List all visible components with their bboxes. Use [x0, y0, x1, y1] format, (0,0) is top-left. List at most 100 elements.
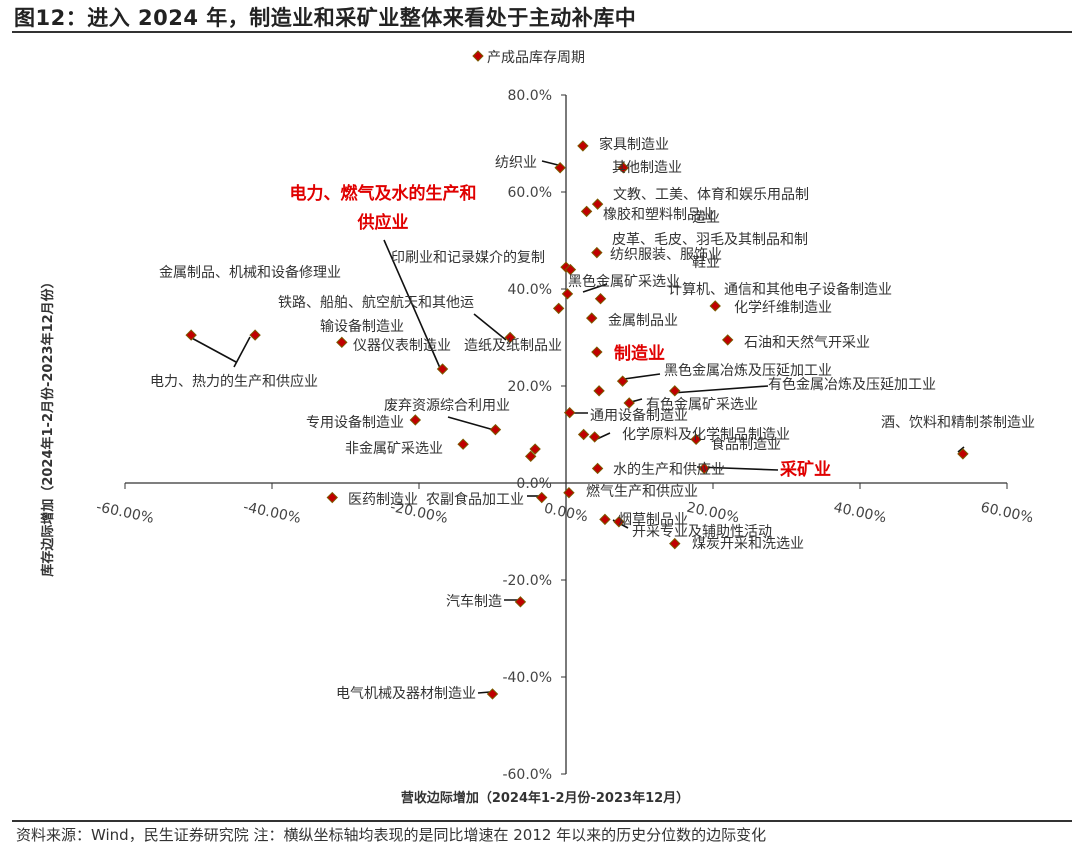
- leader-line: [623, 373, 661, 380]
- point-label: 有色金属冶炼及压延加工业: [768, 376, 936, 393]
- data-point: [698, 462, 710, 475]
- data-point: [554, 162, 566, 174]
- data-point: [669, 385, 681, 397]
- point-label: 黑色金属矿采选业: [568, 273, 680, 290]
- leader-line: [233, 336, 251, 368]
- point-label: 酒、饮料和精制茶制造业: [881, 415, 1035, 431]
- data-point: [185, 329, 197, 341]
- point-label: 金属制品业: [608, 313, 678, 329]
- data-point: [326, 491, 338, 504]
- point-label: 输设备制造业: [320, 318, 404, 335]
- point-label: 煤炭开采和洗选业: [692, 536, 804, 552]
- data-point: [623, 397, 635, 409]
- point-label: 计算机、通信和其他电子设备制造业: [668, 281, 892, 298]
- data-point: [616, 375, 629, 387]
- legend-marker: [472, 50, 484, 62]
- leader-line: [696, 466, 779, 471]
- leader-line: [671, 385, 769, 394]
- leader-line: [957, 446, 965, 453]
- y-tick-label: 40.0%: [508, 282, 552, 298]
- point-label: 橡胶和塑料制品业: [603, 206, 715, 223]
- point-label: 制造业: [614, 343, 665, 364]
- data-point: [563, 486, 575, 499]
- y-tick-label: 80.0%: [508, 88, 552, 104]
- point-label: 仪器仪表制造业: [353, 338, 451, 354]
- x-tick-label: -60.00%: [95, 499, 155, 527]
- leader-line: [582, 283, 608, 293]
- data-point: [436, 363, 449, 375]
- point-label: 石油和天然气开采业: [744, 334, 870, 351]
- point-label: 造业: [692, 210, 720, 226]
- data-point: [529, 443, 541, 455]
- data-point: [563, 406, 576, 419]
- point-label: 电力、燃气及水的生产和: [290, 183, 477, 204]
- data-point: [617, 162, 630, 174]
- y-tick-label: -40.0%: [502, 670, 552, 686]
- y-tick-label: 0.0%: [516, 476, 552, 492]
- y-tick-label: -20.0%: [502, 573, 552, 589]
- data-point: [561, 288, 574, 300]
- scatter-chart: -60.00% -40.00% -20.00% 0.00% 20.00% 40.00% 60…: [40, 50, 1035, 806]
- point-label: 开采专业及辅助性活动: [632, 524, 772, 540]
- data-point: [586, 312, 598, 324]
- leader-line: [541, 160, 559, 166]
- point-label: 采矿业: [779, 459, 831, 480]
- point-label: 食品制造业: [711, 436, 781, 453]
- point-label: 有色金属矿采选业: [646, 396, 758, 413]
- point-label: 黑色金属冶炼及压延加工业: [664, 362, 832, 379]
- x-tick-label: -40.00%: [242, 499, 302, 527]
- point-label: 化学原料及化学制品制造业: [622, 427, 790, 443]
- point-label: 印刷业和记录媒介的复制: [391, 249, 545, 266]
- data-point: [613, 516, 625, 528]
- point-label: 鞋业: [692, 255, 720, 271]
- title-divider: [12, 31, 1072, 33]
- data-point: [552, 302, 565, 315]
- x-tick-label: 40.00%: [832, 500, 888, 527]
- data-point: [669, 537, 681, 550]
- point-label: 烟草制品业: [618, 512, 688, 528]
- point-label: 纺织服装、服饰业: [610, 247, 722, 263]
- data-point: [457, 438, 469, 450]
- point-label: 纺织业: [495, 155, 537, 171]
- y-axis-title: 库存边际增加（2024年1-2月份-2023年12月份）: [40, 275, 56, 576]
- point-label: 家具制造业: [599, 136, 669, 153]
- data-point: [599, 513, 611, 526]
- leader-line: [187, 335, 237, 363]
- data-point: [577, 140, 589, 152]
- data-point: [486, 688, 499, 700]
- y-tick-label: 20.0%: [508, 379, 552, 395]
- leader-line: [383, 239, 441, 369]
- data-point: [593, 385, 605, 397]
- point-label: 电气机械及器材制造业: [336, 686, 476, 702]
- data-point: [591, 462, 604, 475]
- data-point: [249, 329, 261, 341]
- footer-divider: [12, 820, 1072, 822]
- leader-line: [477, 691, 491, 694]
- data-point: [336, 336, 348, 349]
- data-point: [690, 433, 702, 446]
- source-note: 资料来源：Wind，民生证券研究院 注：横纵坐标轴均表现的是同比增速在 2012…: [16, 826, 767, 844]
- chart-legend: 产成品库存周期: [472, 50, 585, 66]
- data-point: [504, 331, 516, 344]
- leader-line: [473, 313, 507, 341]
- point-label: 燃气生产和供应业: [586, 483, 698, 500]
- point-label: 其他制造业: [612, 160, 682, 176]
- data-point: [709, 300, 721, 312]
- point-label: 非金属矿采选业: [345, 441, 443, 457]
- point-label: 农副食品加工业: [426, 491, 524, 508]
- point-label: 化学纤维制造业: [734, 300, 832, 316]
- point-label: 造纸及纸制品业: [464, 338, 562, 354]
- leader-line: [447, 416, 495, 431]
- point-label: 金属制品、机械和设备修理业: [159, 264, 341, 281]
- data-point: [591, 246, 603, 259]
- point-label: 文教、工美、体育和娱乐用品制: [613, 187, 809, 203]
- page-title: 图12：进入 2024 年，制造业和采矿业整体来看处于主动补库中: [14, 6, 637, 30]
- point-label: 铁路、船舶、航空航天和其他运: [278, 295, 474, 311]
- data-point: [525, 450, 537, 463]
- data-point: [594, 292, 607, 305]
- x-tick-label: 60.00%: [979, 500, 1035, 527]
- data-point: [580, 205, 593, 218]
- y-tick-label: -60.0%: [502, 767, 552, 783]
- data-markers: [185, 140, 969, 700]
